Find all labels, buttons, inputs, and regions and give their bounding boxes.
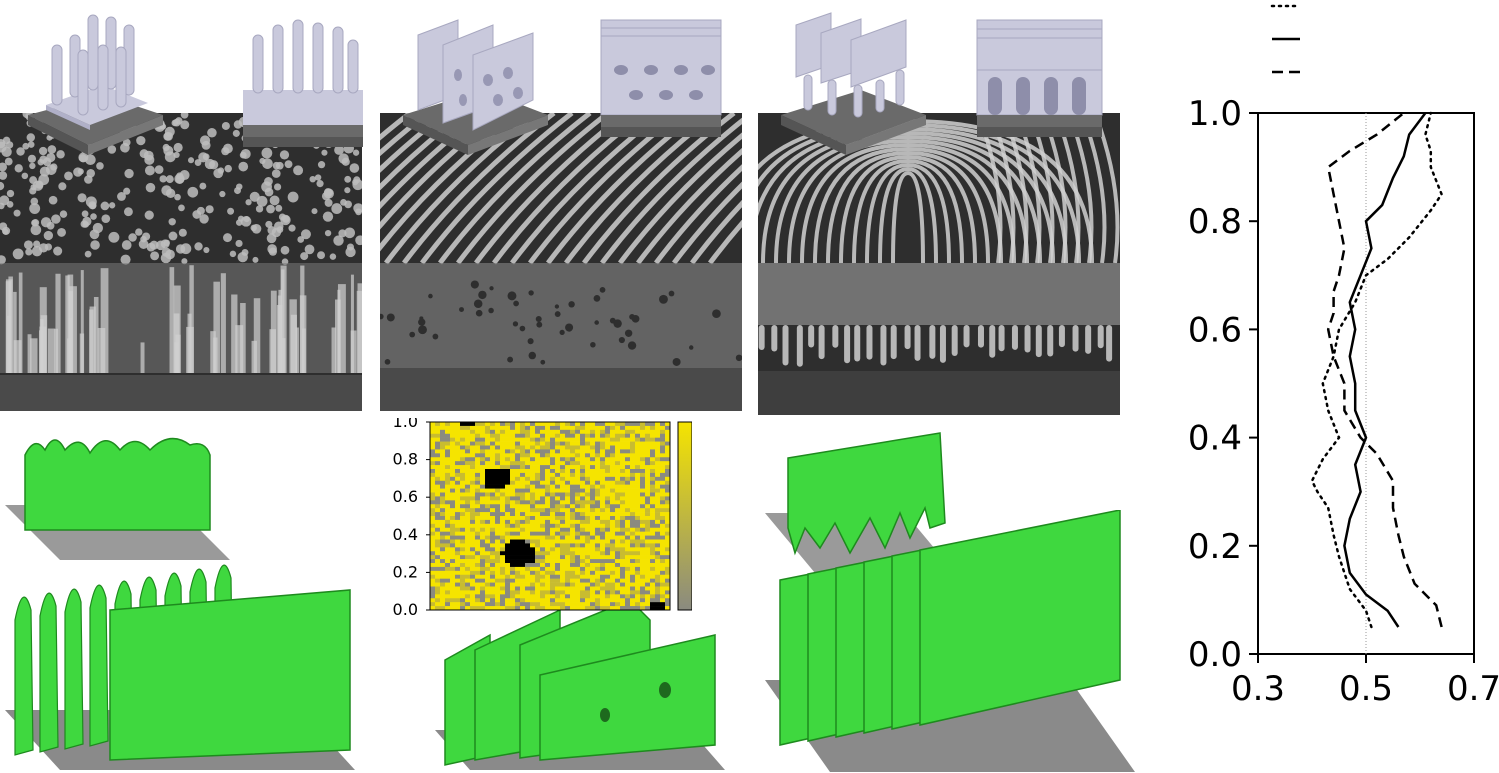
- simulation-cylinders-small: [5, 437, 230, 560]
- x-tick-label: 0.5: [1339, 669, 1393, 709]
- heatmap-tick-label: 0.6: [393, 487, 418, 506]
- heatmap-tick-label: 0.8: [393, 450, 418, 469]
- series-line-dotted: [1310, 111, 1444, 629]
- sem-image-cylinders: [0, 113, 362, 411]
- sem-image-perforated-lamellae: [380, 113, 742, 411]
- sem-image-lamellae-on-cylinders: [758, 113, 1120, 415]
- series-line-dashed: [1326, 112, 1443, 628]
- model-cylinders-side: [243, 19, 363, 147]
- chart-legend: [1270, 4, 1302, 74]
- series-lines: [1310, 111, 1444, 629]
- sem-texture-fingerprint: [758, 113, 1120, 415]
- simulation-perforated-lamellae: [435, 599, 725, 770]
- x-tick-label: 0.7: [1447, 669, 1499, 709]
- heatmap-colorbar: [677, 421, 692, 611]
- heatmap-tick-label: 0.0: [393, 600, 418, 619]
- sem-texture-stripes: [380, 113, 742, 411]
- heatmap-inset: 0.0 0.2 0.4 0.6 0.8 1.0: [393, 418, 692, 619]
- y-tick-label: 1.0: [1188, 94, 1242, 134]
- heatmap-tick-label: 0.2: [393, 562, 418, 581]
- model-perforated-lamellae-3d: [403, 19, 548, 155]
- profile-line-chart: 0.0 0.2 0.4 0.6 0.8 1.0 0.3 0.5 0.7: [1188, 4, 1499, 709]
- axis-ticks: 0.0 0.2 0.4 0.6 0.8 1.0 0.3 0.5 0.7: [1188, 94, 1499, 709]
- simulation-cylinders-large: [5, 564, 355, 770]
- model-cylinders-3d: [28, 14, 163, 155]
- simulation-lamellae-on-cylinders-large: [765, 510, 1135, 772]
- model-lamellae-on-cylinders-side: [976, 19, 1103, 137]
- y-tick-label: 0.0: [1188, 635, 1242, 675]
- series-line-solid: [1343, 112, 1427, 628]
- model-perforated-lamellae-side: [600, 19, 722, 137]
- heatmap-tick-label: 0.4: [393, 525, 418, 544]
- y-tick-label: 0.2: [1188, 527, 1242, 567]
- heatmap-cells: [429, 421, 671, 611]
- heatmap-tick-label: 1.0: [393, 418, 418, 431]
- y-tick-label: 0.4: [1188, 419, 1242, 459]
- x-tick-label: 0.3: [1231, 669, 1285, 709]
- sem-texture-dots: [0, 113, 362, 411]
- y-tick-label: 0.6: [1188, 310, 1242, 350]
- model-lamellae-on-cylinders-3d: [781, 12, 926, 155]
- y-tick-label: 0.8: [1188, 202, 1242, 242]
